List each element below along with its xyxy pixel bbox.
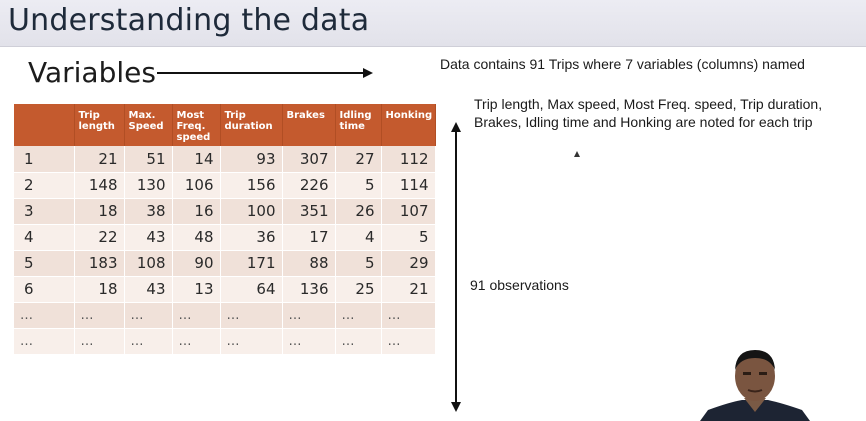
table-cell: …	[172, 328, 221, 355]
variables-label: Variables	[28, 56, 156, 89]
table-cell: …	[74, 328, 125, 355]
observations-double-arrow-icon	[451, 122, 461, 412]
variables-arrow-icon	[157, 68, 373, 78]
table-row: 1 21 51 14 93 307 27 112	[14, 146, 436, 173]
header-cell: Max. Speed	[124, 104, 173, 146]
variables-description: Trip length, Max speed, Most Freq. speed…	[474, 96, 823, 130]
table-cell: …	[335, 302, 382, 329]
table-cell: 13	[172, 276, 221, 303]
table-cell: …	[282, 302, 336, 329]
table-cell: 226	[282, 172, 336, 199]
table-cell: 43	[124, 224, 173, 251]
table-cell: 2	[14, 172, 75, 199]
table-cell: 25	[335, 276, 382, 303]
title-bar: Understanding the data	[0, 0, 866, 47]
table-body: 1 21 51 14 93 307 27 112 2 148 130 106 156 226 5 114 3 18…	[14, 146, 436, 355]
table-cell: …	[14, 302, 75, 329]
table-row: 6 18 43 13 64 136 25 21	[14, 276, 436, 303]
observations-label: 91 observations	[470, 277, 569, 293]
table-cell: 93	[220, 146, 283, 173]
table-cell: 5	[14, 250, 75, 277]
table-cell: …	[14, 328, 75, 355]
table-cell: …	[124, 302, 173, 329]
table-cell: …	[220, 302, 283, 329]
table-cell: 22	[74, 224, 125, 251]
table-cell: 51	[124, 146, 173, 173]
data-table: Trip length Max. Speed Most Freq. speed …	[14, 104, 436, 355]
table-row: 5 183 108 90 171 88 5 29	[14, 250, 436, 277]
table-cell: 100	[220, 198, 283, 225]
table-cell: 130	[124, 172, 173, 199]
header-cell: Trip duration	[220, 104, 283, 146]
table-cell: 3	[14, 198, 75, 225]
table-cell: 4	[335, 224, 382, 251]
table-cell: …	[172, 302, 221, 329]
table-cell: 18	[74, 276, 125, 303]
presenter-video-image	[700, 350, 810, 421]
table-cell: 36	[220, 224, 283, 251]
table-cell: 5	[335, 172, 382, 199]
table-cell: 27	[335, 146, 382, 173]
table-cell: 5	[335, 250, 382, 277]
table-cell: 17	[282, 224, 336, 251]
table-cell: …	[381, 328, 436, 355]
table-cell: 107	[381, 198, 436, 225]
table-cell: 112	[381, 146, 436, 173]
table-cell: 183	[74, 250, 125, 277]
table-cell: 108	[124, 250, 173, 277]
table-cell: 48	[172, 224, 221, 251]
table-cell: …	[335, 328, 382, 355]
table-cell: 136	[282, 276, 336, 303]
table-cell: 156	[220, 172, 283, 199]
table-cell: 114	[381, 172, 436, 199]
header-cell: Idling time	[335, 104, 382, 146]
table-row: 3 18 38 16 100 351 26 107	[14, 198, 436, 225]
table-cell: 351	[282, 198, 336, 225]
table-cell: …	[220, 328, 283, 355]
table-cell: 307	[282, 146, 336, 173]
table-cell: 21	[381, 276, 436, 303]
table-cell: 90	[172, 250, 221, 277]
table-header-row: Trip length Max. Speed Most Freq. speed …	[14, 104, 436, 146]
table-row: ……………………	[14, 328, 436, 355]
table-cell: 16	[172, 198, 221, 225]
table-cell: 5	[381, 224, 436, 251]
table-cell: 1	[14, 146, 75, 173]
mouse-cursor-icon	[574, 151, 580, 157]
slide-title: Understanding the data	[8, 3, 370, 38]
table-cell: 106	[172, 172, 221, 199]
table-cell: 4	[14, 224, 75, 251]
header-cell: Most Freq. speed	[172, 104, 221, 146]
table-cell: 64	[220, 276, 283, 303]
header-cell: Honking	[381, 104, 436, 146]
header-cell: Brakes	[282, 104, 336, 146]
table-cell: 14	[172, 146, 221, 173]
table-cell: …	[381, 302, 436, 329]
header-cell: Trip length	[74, 104, 125, 146]
table-cell: …	[282, 328, 336, 355]
table-cell: 6	[14, 276, 75, 303]
table-cell: …	[124, 328, 173, 355]
table-cell: 29	[381, 250, 436, 277]
table-row: 2 148 130 106 156 226 5 114	[14, 172, 436, 199]
table-cell: 148	[74, 172, 125, 199]
table-cell: 171	[220, 250, 283, 277]
table-cell: 26	[335, 198, 382, 225]
table-cell: 38	[124, 198, 173, 225]
table-cell: 21	[74, 146, 125, 173]
table-cell: 43	[124, 276, 173, 303]
table-row: ……………………	[14, 302, 436, 329]
table-cell: 18	[74, 198, 125, 225]
data-description: Data contains 91 Trips where 7 variables…	[440, 56, 805, 72]
header-cell	[14, 104, 75, 146]
table-cell: 88	[282, 250, 336, 277]
table-cell: …	[74, 302, 125, 329]
table-row: 4 22 43 48 36 17 4 5	[14, 224, 436, 251]
